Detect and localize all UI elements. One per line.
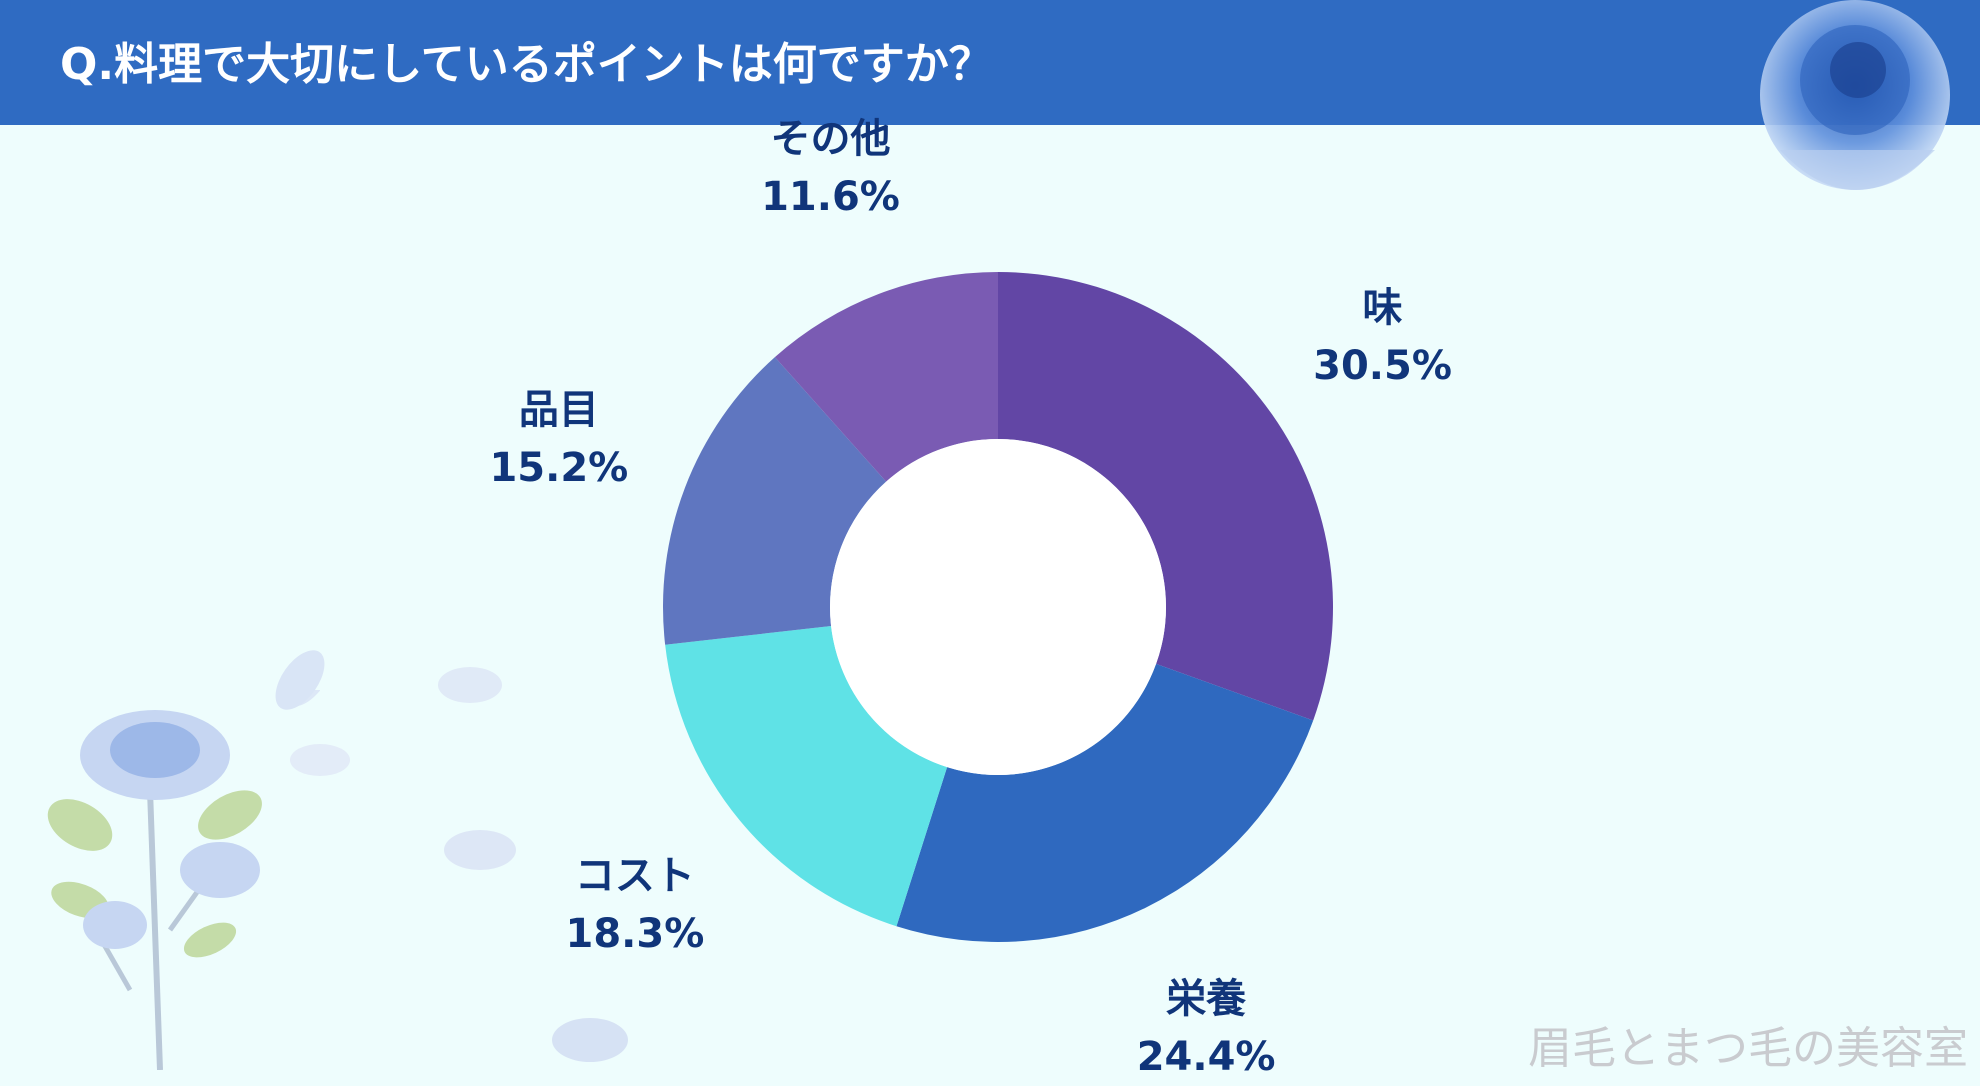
label-variety: 品目 15.2% (489, 381, 628, 497)
page-title: Q.料理で大切にしているポイントは何ですか？ (60, 39, 993, 90)
slice-cost (665, 625, 948, 927)
label-category: 栄養 (1166, 976, 1247, 1023)
label-category: コスト (574, 853, 695, 900)
label-taste: 味 30.5% (1313, 279, 1452, 395)
slice-nutrition (896, 663, 1314, 943)
petal-decoration-bottom-icon (552, 1018, 628, 1062)
label-percent: 18.3% (565, 911, 705, 958)
donut-hole (830, 439, 1166, 775)
label-other: その他 11.6% (761, 110, 900, 226)
rose-decoration-bottom-left-icon (47, 690, 320, 1070)
label-category: 品目 (518, 387, 599, 434)
label-percent: 15.2% (489, 445, 629, 492)
slice-other (774, 272, 998, 482)
label-category: 味 (1362, 284, 1403, 331)
rose-decoration-top-right-icon (1760, 0, 1950, 190)
label-cost: コスト 18.3% (566, 847, 705, 963)
label-percent: 24.4% (1136, 1034, 1276, 1081)
header-bar: Q.料理で大切にしているポイントは何ですか？ (0, 0, 1980, 125)
label-percent: 11.6% (761, 173, 900, 220)
petal-decoration-icon (275, 650, 516, 870)
label-category: その他 (770, 115, 891, 162)
label-percent: 30.5% (1313, 342, 1452, 389)
watermark-text: 眉毛とまつ毛の美容室 (1528, 1023, 1968, 1074)
slice-variety (663, 357, 887, 645)
slice-taste (998, 272, 1333, 721)
label-nutrition: 栄養 24.4% (1137, 970, 1276, 1086)
